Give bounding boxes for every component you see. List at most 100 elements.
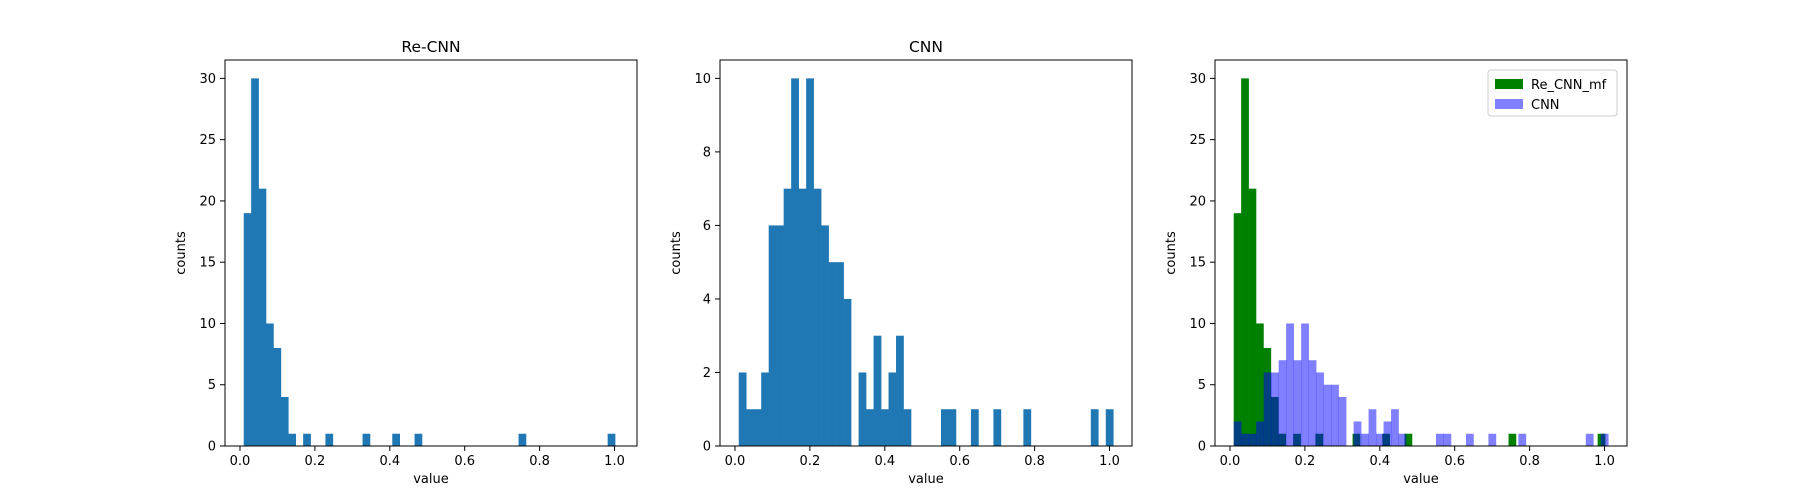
axes-frame — [719, 59, 1133, 447]
y-axis-label: counts — [174, 231, 189, 275]
chart-panel-2: 0.0 0.2 0.4 0.6 0.8 1.0 0 2 4 6 8 10 value counts CNN — [669, 38, 1133, 487]
legend: Re_CNN_mf CNN — [1487, 69, 1618, 117]
histogram-bar — [881, 409, 889, 446]
histogram-bar — [828, 262, 837, 446]
histogram-bar — [1331, 384, 1339, 446]
x-axis-label: value — [1403, 472, 1439, 487]
histogram-bar — [836, 262, 844, 446]
y-tick-label: 30 — [199, 72, 216, 87]
histogram-bar — [813, 188, 822, 446]
x-tick-label: 0.0 — [725, 454, 746, 469]
histogram-bar — [1263, 372, 1272, 446]
x-tick-label: 0.8 — [1024, 454, 1045, 469]
histogram-bar — [1404, 433, 1413, 446]
histogram-bar — [768, 225, 777, 446]
histogram-bar — [414, 433, 423, 446]
y-tick-label: 0 — [1198, 440, 1206, 455]
x-tick-label: 0.4 — [1369, 454, 1390, 469]
legend-label: Re_CNN_mf — [1531, 78, 1607, 93]
histogram-bar — [948, 409, 957, 446]
legend-swatch — [1495, 79, 1523, 89]
x-axis-label: value — [908, 472, 944, 487]
y-tick-label: 10 — [199, 317, 216, 332]
histogram-bar — [791, 78, 799, 446]
x-tick-label: 0.8 — [529, 454, 550, 469]
histogram-bar — [1233, 421, 1242, 446]
histogram-bar — [518, 433, 527, 446]
histogram-bar — [1241, 78, 1249, 446]
x-tick-label: 0.0 — [230, 454, 251, 469]
y-tick-label: 0 — [703, 440, 711, 455]
histogram-bar — [1323, 384, 1332, 446]
y-tick-label: 15 — [199, 256, 216, 271]
histogram-bar — [288, 433, 297, 446]
axes-frame — [224, 59, 638, 447]
histogram-bar — [1090, 409, 1099, 446]
histogram-bar — [783, 188, 792, 446]
histogram-bar — [1271, 372, 1279, 446]
histogram-bar — [607, 433, 616, 446]
histogram-bar — [1435, 433, 1444, 446]
histogram-bar — [1248, 188, 1257, 446]
y-tick-label: 20 — [199, 194, 216, 209]
histogram-series — [1233, 323, 1609, 446]
histogram-bar — [821, 225, 829, 446]
histogram-bar — [1248, 433, 1257, 446]
histogram-series — [243, 78, 616, 446]
x-tick-label: 1.0 — [1594, 454, 1615, 469]
y-tick-label: 20 — [1189, 194, 1206, 209]
histogram-bar — [1241, 433, 1250, 446]
histogram-bar — [325, 433, 334, 446]
histogram-series — [738, 78, 1114, 446]
y-tick-label: 2 — [703, 366, 711, 381]
x-tick-label: 0.2 — [1295, 454, 1316, 469]
histogram-bar — [266, 323, 274, 446]
histogram-bar — [1488, 433, 1497, 446]
x-axis-label: value — [413, 472, 449, 487]
histogram-bar — [280, 396, 289, 446]
histogram-bar — [1256, 323, 1264, 446]
histogram-bar — [1308, 360, 1317, 446]
y-tick-label: 4 — [703, 292, 711, 307]
histogram-bar — [303, 433, 311, 446]
histogram-bar — [1023, 409, 1032, 446]
x-tick-label: 0.4 — [379, 454, 400, 469]
axes-frame — [1214, 59, 1628, 447]
histogram-bar — [362, 433, 371, 446]
y-tick-label: 25 — [199, 133, 216, 148]
y-axis-label: counts — [1164, 231, 1179, 275]
legend-swatch — [1495, 99, 1523, 109]
histogram-bar — [243, 213, 252, 446]
y-axis-label: counts — [669, 231, 684, 275]
histogram-bar — [798, 188, 807, 446]
histogram-bar — [940, 409, 949, 446]
y-tick-label: 5 — [1198, 378, 1206, 393]
histogram-bar — [1316, 372, 1324, 446]
x-tick-label: 1.0 — [1099, 454, 1120, 469]
histogram-bar — [746, 409, 755, 446]
histogram-bar — [1286, 323, 1294, 446]
x-tick-label: 0.4 — [874, 454, 895, 469]
histogram-bar — [1585, 433, 1594, 446]
histogram-bar — [392, 433, 400, 446]
chart-title: Re-CNN — [401, 38, 460, 56]
histogram-bar — [776, 225, 784, 446]
histogram-bar — [806, 78, 814, 446]
chart-title: CNN — [909, 38, 943, 56]
histogram-bar — [251, 78, 259, 446]
histogram-bar — [993, 409, 1002, 446]
y-tick-label: 8 — [703, 145, 711, 160]
y-tick-label: 10 — [694, 72, 711, 87]
histogram-bar — [843, 298, 852, 446]
histogram-bar — [1105, 409, 1114, 446]
histogram-bar — [1338, 396, 1347, 446]
x-tick-label: 0.2 — [800, 454, 821, 469]
y-tick-label: 10 — [1189, 317, 1206, 332]
legend-label: CNN — [1531, 98, 1560, 113]
histogram-bar — [896, 335, 904, 446]
histogram-bar — [1376, 433, 1384, 446]
x-tick-label: 0.8 — [1519, 454, 1540, 469]
histogram-bar — [1600, 433, 1609, 446]
histogram-bar — [738, 372, 747, 446]
